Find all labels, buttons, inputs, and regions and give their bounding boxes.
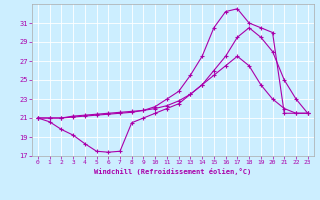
- X-axis label: Windchill (Refroidissement éolien,°C): Windchill (Refroidissement éolien,°C): [94, 168, 252, 175]
